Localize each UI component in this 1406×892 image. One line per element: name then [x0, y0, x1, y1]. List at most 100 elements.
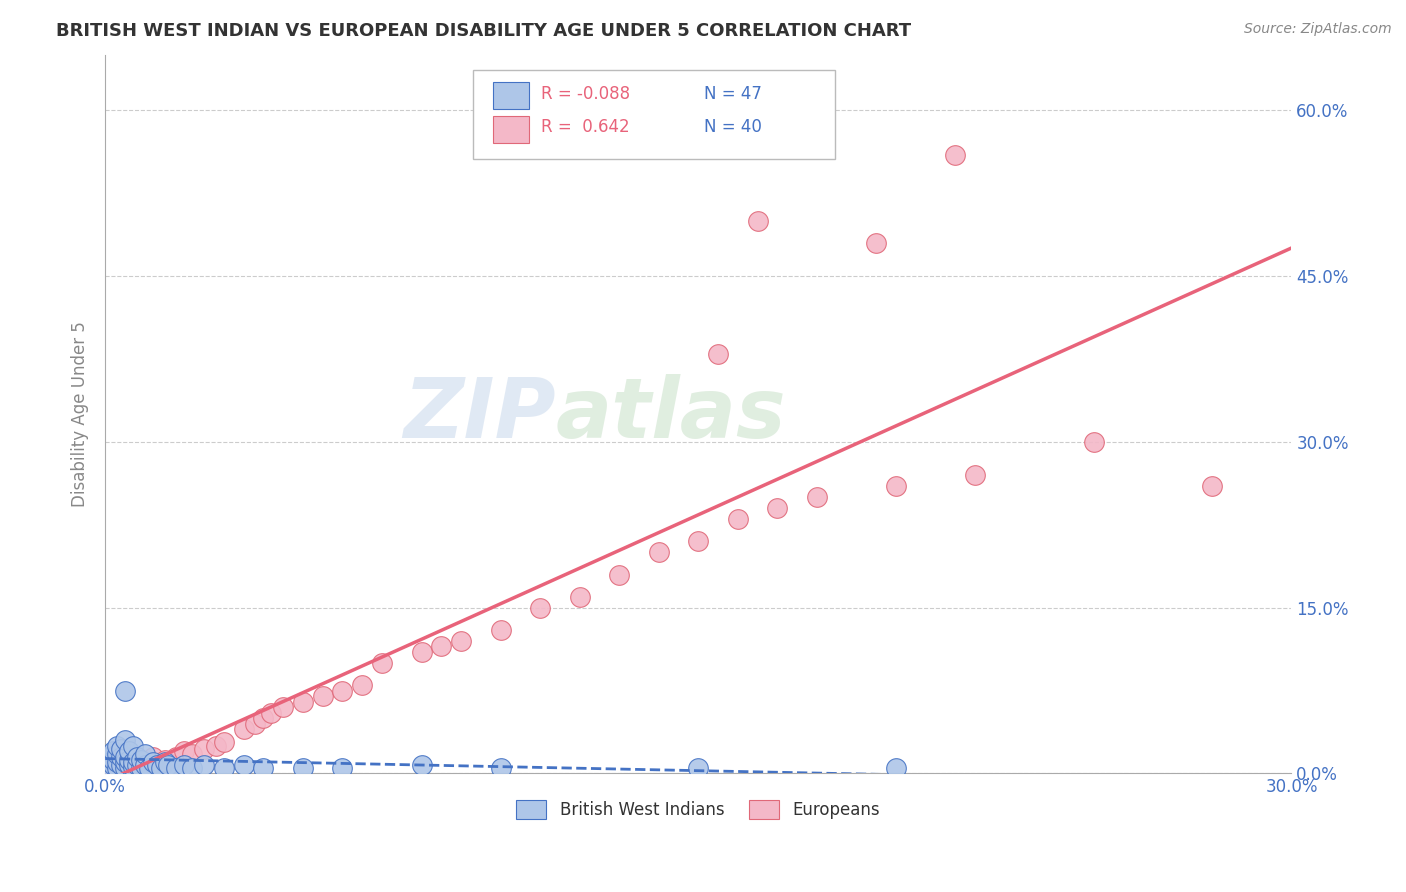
- Point: [165, 749, 187, 764]
- Point: [232, 757, 254, 772]
- Point: [114, 756, 136, 770]
- Y-axis label: Disability Age Under 5: Disability Age Under 5: [72, 321, 89, 508]
- Point: [98, 749, 121, 764]
- Text: N = 40: N = 40: [704, 118, 762, 136]
- Point: [118, 757, 141, 772]
- Legend: British West Indians, Europeans: British West Indians, Europeans: [510, 794, 887, 826]
- Point: [145, 757, 167, 772]
- Point: [688, 534, 710, 549]
- Point: [134, 756, 156, 770]
- Point: [118, 744, 141, 758]
- Point: [245, 716, 267, 731]
- Text: N = 47: N = 47: [704, 85, 762, 103]
- FancyBboxPatch shape: [494, 82, 529, 109]
- Point: [114, 749, 136, 764]
- Point: [371, 656, 394, 670]
- Point: [153, 756, 176, 770]
- Point: [1201, 479, 1223, 493]
- Point: [129, 753, 152, 767]
- Point: [153, 753, 176, 767]
- Point: [727, 512, 749, 526]
- Point: [568, 590, 591, 604]
- Point: [122, 760, 145, 774]
- Text: Source: ZipAtlas.com: Source: ZipAtlas.com: [1244, 22, 1392, 37]
- Text: ZIP: ZIP: [404, 374, 555, 455]
- Point: [142, 749, 165, 764]
- Point: [125, 757, 148, 772]
- Point: [193, 757, 215, 772]
- Point: [98, 761, 121, 775]
- Point: [134, 747, 156, 761]
- Point: [212, 761, 235, 775]
- Point: [122, 756, 145, 770]
- Point: [114, 756, 136, 770]
- Point: [101, 753, 124, 767]
- Point: [114, 733, 136, 747]
- Point: [332, 761, 354, 775]
- Point: [142, 756, 165, 770]
- Point: [312, 689, 335, 703]
- Point: [884, 761, 907, 775]
- Point: [766, 501, 789, 516]
- Point: [110, 742, 132, 756]
- Point: [101, 757, 124, 772]
- Point: [529, 600, 551, 615]
- Point: [212, 735, 235, 749]
- Point: [114, 761, 136, 775]
- Point: [707, 346, 730, 360]
- Point: [688, 761, 710, 775]
- FancyBboxPatch shape: [472, 70, 835, 160]
- Point: [411, 645, 433, 659]
- Point: [149, 761, 172, 775]
- Point: [165, 761, 187, 775]
- Point: [430, 640, 453, 654]
- Point: [865, 235, 887, 250]
- Point: [181, 761, 204, 775]
- Point: [181, 747, 204, 761]
- Text: atlas: atlas: [555, 374, 786, 455]
- Point: [114, 683, 136, 698]
- Point: [1083, 434, 1105, 449]
- Point: [352, 678, 374, 692]
- Point: [110, 749, 132, 764]
- Point: [173, 744, 195, 758]
- Point: [118, 753, 141, 767]
- Point: [125, 749, 148, 764]
- Text: R =  0.642: R = 0.642: [540, 118, 630, 136]
- Point: [157, 757, 180, 772]
- Point: [332, 683, 354, 698]
- Point: [105, 756, 128, 770]
- Point: [965, 468, 987, 483]
- Point: [134, 757, 156, 772]
- Point: [173, 757, 195, 772]
- Point: [105, 761, 128, 775]
- Point: [138, 761, 160, 775]
- Point: [232, 723, 254, 737]
- Point: [105, 739, 128, 753]
- FancyBboxPatch shape: [494, 116, 529, 144]
- Point: [118, 757, 141, 772]
- Point: [129, 761, 152, 775]
- Point: [110, 757, 132, 772]
- Point: [291, 695, 314, 709]
- Point: [291, 761, 314, 775]
- Point: [489, 623, 512, 637]
- Point: [607, 567, 630, 582]
- Point: [252, 761, 274, 775]
- Text: BRITISH WEST INDIAN VS EUROPEAN DISABILITY AGE UNDER 5 CORRELATION CHART: BRITISH WEST INDIAN VS EUROPEAN DISABILI…: [56, 22, 911, 40]
- Point: [806, 490, 828, 504]
- Point: [450, 633, 472, 648]
- Point: [101, 744, 124, 758]
- Point: [489, 761, 512, 775]
- Point: [122, 739, 145, 753]
- Point: [105, 747, 128, 761]
- Point: [125, 753, 148, 767]
- Point: [884, 479, 907, 493]
- Point: [411, 757, 433, 772]
- Point: [943, 147, 966, 161]
- Point: [260, 706, 283, 720]
- Point: [252, 711, 274, 725]
- Point: [648, 545, 671, 559]
- Point: [110, 757, 132, 772]
- Point: [747, 214, 769, 228]
